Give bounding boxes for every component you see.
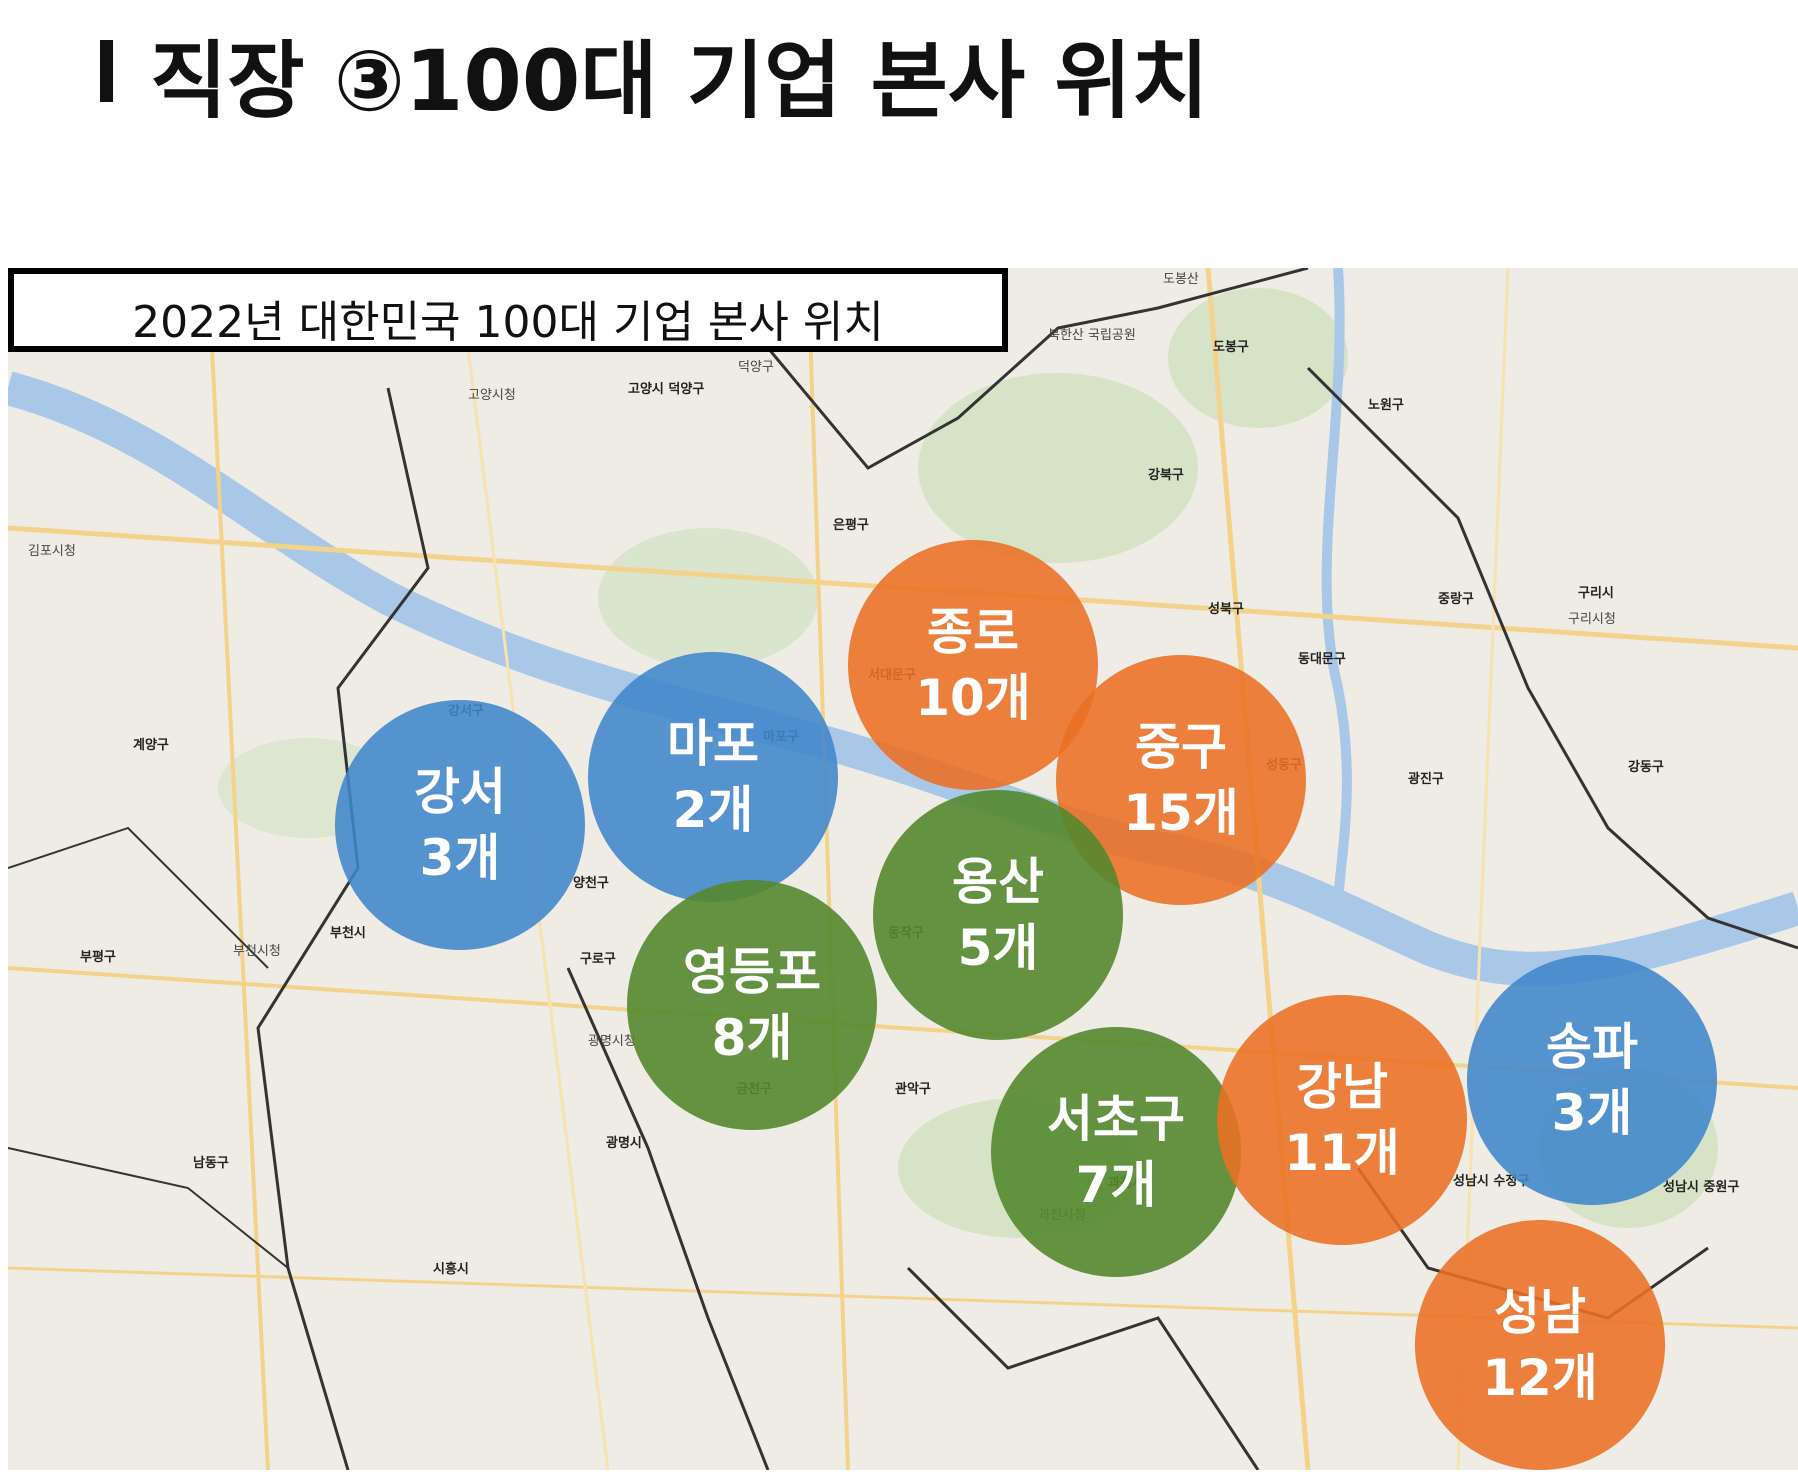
place-label: 계양구 [133, 738, 169, 753]
place-label: 북한산 국립공원 [1048, 328, 1136, 343]
bubble-yongsan: 용산 5개 [873, 790, 1123, 1040]
bubble-company-count: 15개 [1123, 784, 1239, 842]
place-label: 시흥시 [433, 1262, 469, 1277]
place-label: 구리시청 [1568, 612, 1616, 627]
bubble-company-count: 7개 [1075, 1156, 1157, 1214]
bubble-district-name: 마포 [667, 715, 759, 773]
place-label: 관악구 [895, 1082, 931, 1097]
place-label: 부천시 [330, 926, 366, 941]
bubble-company-count: 11개 [1284, 1124, 1400, 1182]
place-label: 성남시 중원구 [1663, 1180, 1740, 1195]
place-label: 광명시청 [588, 1034, 636, 1049]
place-label: 은평구 [833, 518, 869, 533]
place-label: 고양시 덕양구 [628, 382, 705, 397]
bubble-district-name: 송파 [1546, 1018, 1638, 1076]
bubble-district-name: 영등포 [683, 943, 821, 1001]
bubble-company-count: 3개 [419, 829, 501, 887]
bubble-gangseo: 강서 3개 [335, 700, 585, 950]
bubble-district-name: 중구 [1135, 718, 1227, 776]
place-label: 부평구 [80, 950, 116, 965]
place-label: 강북구 [1148, 468, 1184, 483]
bubble-district-name: 용산 [952, 853, 1044, 911]
bubble-mapo: 마포 2개 [588, 652, 838, 902]
bubble-district-name: 강서 [414, 763, 506, 821]
place-label: 중랑구 [1438, 592, 1474, 607]
bubble-songpa: 송파 3개 [1467, 955, 1717, 1205]
place-label: 성북구 [1208, 602, 1244, 617]
bubble-company-count: 10개 [915, 669, 1031, 727]
bubble-district-name: 종로 [927, 603, 1019, 661]
bubble-gangnam: 강남 11개 [1217, 995, 1467, 1245]
bubble-company-count: 3개 [1551, 1084, 1633, 1142]
place-label: 광명시 [606, 1136, 642, 1151]
place-label: 광진구 [1408, 772, 1444, 787]
place-label: 양천구 [573, 876, 609, 891]
bubble-yeongdeungpo: 영등포 8개 [627, 880, 877, 1130]
bubble-district-name: 성남 [1494, 1283, 1586, 1341]
place-label: 김포시청 [28, 544, 76, 559]
place-label: 구로구 [580, 952, 616, 967]
bubble-company-count: 2개 [672, 781, 754, 839]
place-label: 강동구 [1628, 760, 1664, 775]
place-label: 구리시 [1578, 586, 1614, 601]
place-label: 덕양구 [738, 360, 774, 375]
place-label: 도봉구 [1213, 340, 1249, 355]
bubble-district-name: 강남 [1296, 1058, 1388, 1116]
place-label: 남동구 [193, 1156, 229, 1171]
place-label: 부천시청 [233, 944, 281, 959]
title-accent-bar [100, 40, 113, 102]
place-label: 동대문구 [1298, 652, 1346, 667]
bubble-district-name: 서초구 [1047, 1090, 1185, 1148]
bubble-seongnam: 성남 12개 [1415, 1220, 1665, 1470]
bubble-jongno: 종로 10개 [848, 540, 1098, 790]
place-label: 고양시청 [468, 388, 516, 403]
page-title: 직장 ③100대 기업 본사 위치 [150, 32, 1209, 130]
place-label: 도봉산 [1163, 272, 1199, 287]
bubble-company-count: 12개 [1482, 1349, 1598, 1407]
bubble-seocho: 서초구 7개 [991, 1027, 1241, 1277]
place-label: 노원구 [1368, 398, 1404, 413]
bubble-company-count: 8개 [711, 1009, 793, 1067]
map-caption-box: 2022년 대한민국 100대 기업 본사 위치 [8, 268, 1008, 352]
map-caption: 2022년 대한민국 100대 기업 본사 위치 [132, 297, 884, 348]
place-label: 성남시 수정구 [1453, 1174, 1530, 1189]
bubble-company-count: 5개 [957, 919, 1039, 977]
